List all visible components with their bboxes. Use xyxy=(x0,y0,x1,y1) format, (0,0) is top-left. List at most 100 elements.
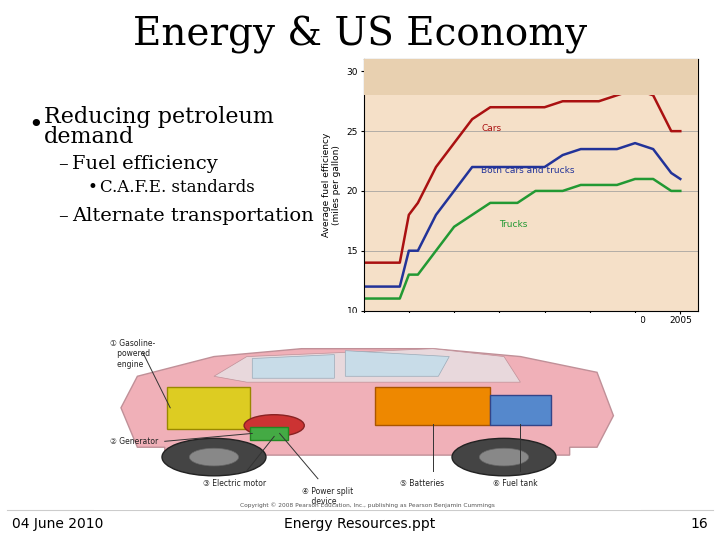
Text: Both cars and trucks: Both cars and trucks xyxy=(481,166,575,175)
Both cars and trucks xyxy=(558,152,567,158)
Both cars and trucks xyxy=(395,284,404,290)
Trucks xyxy=(513,200,522,206)
Text: ② Generator: ② Generator xyxy=(110,437,158,446)
Both cars and trucks xyxy=(631,140,639,146)
Both cars and trucks xyxy=(450,188,459,194)
Cars xyxy=(676,128,685,134)
Text: Fuel efficiency: Fuel efficiency xyxy=(72,155,217,173)
Both cars and trucks xyxy=(413,247,422,254)
FancyBboxPatch shape xyxy=(490,395,551,424)
Text: •: • xyxy=(28,113,42,137)
Line: Cars: Cars xyxy=(364,89,680,262)
Circle shape xyxy=(452,438,556,476)
Cars xyxy=(486,104,495,111)
Circle shape xyxy=(162,438,266,476)
Both cars and trucks xyxy=(359,284,368,290)
Trucks xyxy=(613,181,621,188)
Circle shape xyxy=(480,448,528,466)
Cars xyxy=(667,128,675,134)
Cars xyxy=(395,259,404,266)
Trucks xyxy=(676,188,685,194)
Cars xyxy=(595,98,603,105)
Line: Both cars and trucks: Both cars and trucks xyxy=(364,143,680,287)
Trucks xyxy=(595,181,603,188)
Both cars and trucks xyxy=(667,170,675,176)
Both cars and trucks xyxy=(676,176,685,182)
Trucks xyxy=(395,295,404,302)
Trucks xyxy=(450,224,459,230)
Both cars and trucks xyxy=(486,164,495,170)
Cars xyxy=(377,259,386,266)
Text: ⑥ Fuel tank: ⑥ Fuel tank xyxy=(493,479,538,488)
Cars xyxy=(513,104,522,111)
Cars xyxy=(405,212,413,218)
Both cars and trucks xyxy=(468,164,477,170)
Cars xyxy=(649,92,657,98)
Both cars and trucks xyxy=(595,146,603,152)
Text: demand: demand xyxy=(44,126,135,148)
Line: Trucks: Trucks xyxy=(364,179,680,299)
Y-axis label: Average fuel efficiency
(miles per gallon): Average fuel efficiency (miles per gallo… xyxy=(322,133,341,237)
Polygon shape xyxy=(252,355,334,378)
Both cars and trucks xyxy=(432,212,441,218)
Text: ④ Power split
    device: ④ Power split device xyxy=(302,487,353,506)
Text: Energy & US Economy: Energy & US Economy xyxy=(133,16,587,54)
Circle shape xyxy=(189,448,238,466)
Both cars and trucks xyxy=(531,164,540,170)
Trucks xyxy=(558,188,567,194)
Trucks xyxy=(495,200,504,206)
Both cars and trucks xyxy=(613,146,621,152)
Text: Cars: Cars xyxy=(481,124,501,133)
Trucks xyxy=(405,272,413,278)
Text: C.A.F.E. standards: C.A.F.E. standards xyxy=(100,179,255,197)
Trucks xyxy=(540,188,549,194)
Trucks xyxy=(377,295,386,302)
Trucks xyxy=(359,295,368,302)
Cars xyxy=(631,86,639,92)
Trucks xyxy=(432,247,441,254)
Cars xyxy=(531,104,540,111)
Both cars and trucks xyxy=(377,284,386,290)
Text: ① Gasoline-
   powered
   engine: ① Gasoline- powered engine xyxy=(110,339,156,369)
Trucks xyxy=(577,181,585,188)
FancyBboxPatch shape xyxy=(364,59,698,95)
Cars xyxy=(577,98,585,105)
Text: Energy Resources.ppt: Energy Resources.ppt xyxy=(284,517,436,531)
Trucks xyxy=(486,200,495,206)
Text: 04 June 2010: 04 June 2010 xyxy=(12,517,104,531)
Text: –: – xyxy=(58,155,68,173)
Trucks xyxy=(531,188,540,194)
Cars xyxy=(540,104,549,111)
Polygon shape xyxy=(214,349,521,382)
FancyBboxPatch shape xyxy=(375,387,490,424)
Cars xyxy=(613,92,621,98)
X-axis label: Model year: Model year xyxy=(502,330,560,341)
Both cars and trucks xyxy=(513,164,522,170)
Trucks xyxy=(468,212,477,218)
Text: ③ Electric motor: ③ Electric motor xyxy=(203,479,266,488)
Text: •: • xyxy=(88,179,98,197)
FancyBboxPatch shape xyxy=(250,427,288,440)
FancyBboxPatch shape xyxy=(94,313,641,510)
Text: Reducing petroleum: Reducing petroleum xyxy=(44,106,274,128)
Cars xyxy=(450,140,459,146)
Both cars and trucks xyxy=(577,146,585,152)
Circle shape xyxy=(244,415,305,436)
Both cars and trucks xyxy=(405,247,413,254)
Cars xyxy=(359,259,368,266)
Text: Trucks: Trucks xyxy=(500,220,528,229)
Text: Art is from Pearson Benjamin Cummings: Art is from Pearson Benjamin Cummings xyxy=(459,361,603,367)
Both cars and trucks xyxy=(649,146,657,152)
Text: ⑤ Batteries: ⑤ Batteries xyxy=(400,479,444,488)
Trucks xyxy=(413,272,422,278)
Trucks xyxy=(649,176,657,182)
Trucks xyxy=(631,176,639,182)
Text: –: – xyxy=(58,207,68,225)
Cars xyxy=(558,98,567,105)
Cars xyxy=(432,164,441,170)
Cars xyxy=(468,116,477,123)
FancyBboxPatch shape xyxy=(168,387,250,429)
Text: 16: 16 xyxy=(690,517,708,531)
Both cars and trucks xyxy=(540,164,549,170)
Cars xyxy=(413,200,422,206)
